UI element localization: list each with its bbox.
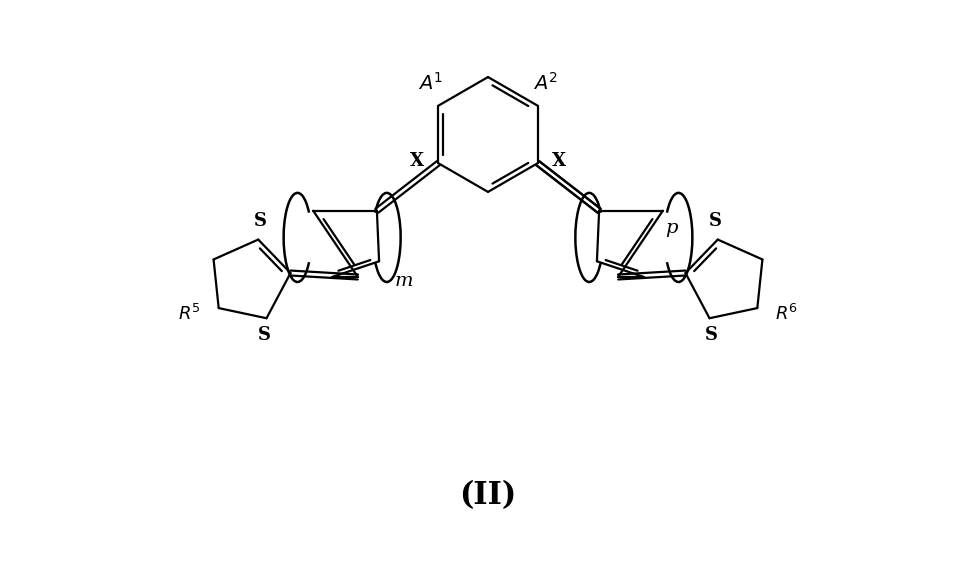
Text: S: S: [710, 212, 722, 230]
Text: X: X: [551, 152, 566, 170]
Text: $R^6$: $R^6$: [775, 304, 798, 324]
Text: p: p: [665, 218, 677, 236]
Text: m: m: [394, 272, 413, 290]
Text: S: S: [705, 326, 718, 344]
Text: $A^2$: $A^2$: [533, 72, 558, 94]
Text: X: X: [410, 152, 425, 170]
Text: S: S: [254, 212, 266, 230]
Text: (II): (II): [460, 480, 516, 511]
Text: S: S: [258, 326, 271, 344]
Text: $A^1$: $A^1$: [418, 72, 443, 94]
Text: $R^5$: $R^5$: [179, 304, 201, 324]
